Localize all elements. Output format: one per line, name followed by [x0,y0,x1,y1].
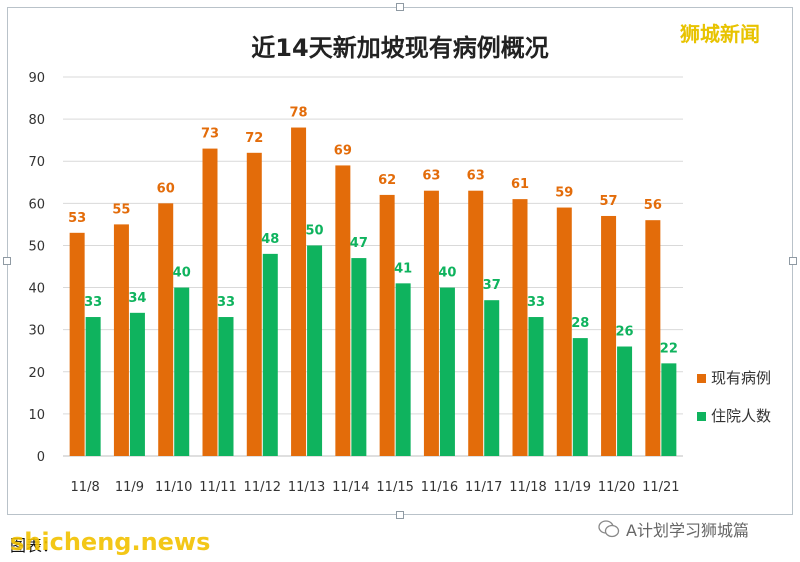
wechat-icon [598,520,620,538]
bar-series1 [69,232,85,456]
legend-swatch [697,374,706,383]
x-tick-label: 11/9 [115,480,144,495]
x-tick-label: 11/12 [244,480,281,495]
data-label: 57 [600,194,618,209]
legend-swatch [697,412,706,421]
data-label: 73 [201,127,219,142]
data-label: 50 [306,223,324,238]
bar-series1 [468,190,484,456]
bar-series2 [661,363,677,456]
data-label: 53 [68,211,86,226]
data-label: 28 [571,316,589,331]
bar-series2 [351,258,367,456]
y-tick-label: 90 [28,71,45,86]
bar-series1 [645,220,661,456]
data-label: 60 [157,181,175,196]
data-label: 62 [378,173,396,188]
data-label: 56 [644,198,662,213]
data-label: 59 [555,186,573,201]
data-label: 47 [350,236,368,251]
resize-handle-bottom[interactable] [396,511,404,519]
bar-series2 [484,300,500,456]
bar-series1 [512,199,528,456]
y-tick-label: 20 [28,366,45,381]
y-tick-label: 80 [28,113,45,128]
y-tick-label: 30 [28,324,45,339]
data-label: 63 [422,169,440,184]
bar-series2 [262,253,278,456]
bar-series1 [291,127,307,457]
bar-series2 [528,317,544,456]
data-label: 26 [616,325,634,340]
x-tick-label: 11/20 [598,480,635,495]
data-label: 33 [217,295,235,310]
y-tick-label: 70 [28,155,45,170]
data-label: 63 [467,169,485,184]
x-tick-label: 11/11 [199,480,236,495]
legend-label: 现有病例 [711,369,771,387]
data-label: 72 [245,131,263,146]
data-label: 34 [128,291,146,306]
bar-series2 [572,338,588,456]
y-tick-label: 0 [37,450,45,465]
data-label: 33 [527,295,545,310]
x-tick-label: 11/18 [509,480,546,495]
x-tick-label: 11/17 [465,480,502,495]
x-tick-label: 11/13 [288,480,325,495]
data-label: 61 [511,177,529,192]
data-label: 69 [334,143,352,158]
bar-series1 [202,148,218,457]
data-label: 48 [261,232,279,247]
chart-title: 近14天新加坡现有病例概况 [251,34,548,62]
x-tick-label: 11/21 [642,480,679,495]
data-label: 55 [112,202,130,217]
legend-label: 住院人数 [711,407,771,425]
bar-series1 [246,152,262,457]
data-label: 40 [438,266,456,281]
resize-handle-right[interactable] [789,257,797,265]
footer-site-url: shicheng.news [10,528,211,556]
x-tick-label: 11/19 [554,480,591,495]
bar-series2 [307,245,323,456]
resize-handle-top[interactable] [396,3,404,11]
bar-series1 [158,203,174,456]
bar-series1 [556,207,572,456]
footer-account: A计划学习狮城篇 [598,517,749,541]
x-tick-label: 11/15 [376,480,413,495]
data-label: 41 [394,261,412,276]
data-label: 40 [173,266,191,281]
bar-series1 [113,224,129,456]
x-tick-label: 11/10 [155,480,192,495]
y-tick-label: 50 [28,239,45,254]
watermark: 狮城新闻 [680,22,760,46]
data-label: 78 [290,106,308,121]
bar-series1 [379,194,395,456]
bar-series1 [601,215,617,456]
bar-series1 [423,190,439,456]
data-label: 37 [483,278,501,293]
x-tick-label: 11/8 [71,480,100,495]
y-tick-label: 60 [28,197,45,212]
bar-series2 [129,312,145,456]
bar-series2 [617,346,633,456]
data-label: 22 [660,341,678,356]
y-tick-label: 40 [28,282,45,297]
footer-source-label: 图表： [10,536,59,555]
x-tick-label: 11/16 [421,480,458,495]
resize-handle-left[interactable] [3,257,11,265]
bar-series1 [335,165,351,456]
data-label: 33 [84,295,102,310]
bar-series2 [85,317,101,456]
bar-series2 [395,283,411,456]
footer-account-name: A计划学习狮城篇 [626,521,749,540]
bar-series2 [174,287,190,456]
bar-series2 [218,317,234,456]
x-tick-label: 11/14 [332,480,369,495]
y-tick-label: 10 [28,408,45,423]
bar-series2 [439,287,455,456]
